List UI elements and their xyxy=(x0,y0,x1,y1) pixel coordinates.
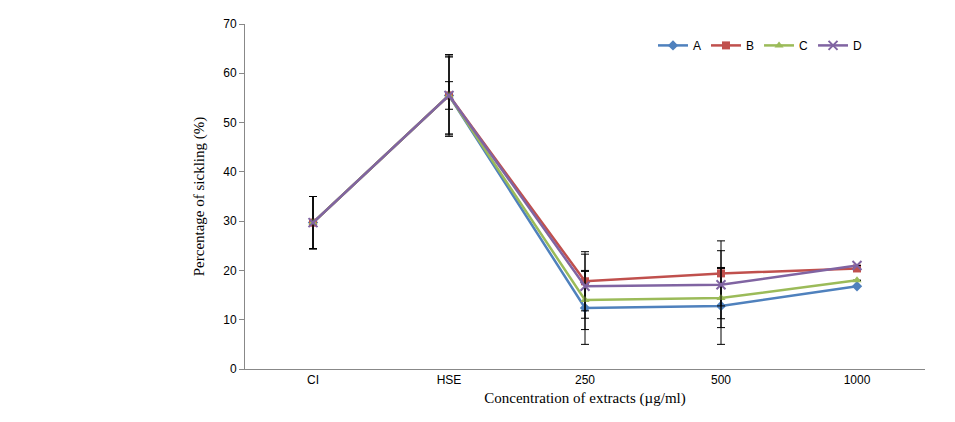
svg-text:0: 0 xyxy=(230,362,237,376)
svg-text:60: 60 xyxy=(223,66,237,80)
svg-text:A: A xyxy=(693,39,701,53)
svg-text:20: 20 xyxy=(223,264,237,278)
svg-text:250: 250 xyxy=(575,373,595,387)
svg-text:C: C xyxy=(799,39,808,53)
svg-text:Percentage of sickling (%): Percentage of sickling (%) xyxy=(191,117,208,277)
svg-text:30: 30 xyxy=(223,214,237,228)
svg-text:1000: 1000 xyxy=(844,373,871,387)
svg-text:10: 10 xyxy=(223,313,237,327)
svg-text:D: D xyxy=(853,39,862,53)
svg-text:HSE: HSE xyxy=(437,373,462,387)
svg-text:50: 50 xyxy=(223,116,237,130)
svg-text:B: B xyxy=(746,39,754,53)
svg-text:500: 500 xyxy=(711,373,731,387)
svg-text:70: 70 xyxy=(223,17,237,31)
svg-text:Concentration of extracts (µg/: Concentration of extracts (µg/ml) xyxy=(484,390,686,407)
svg-text:CI: CI xyxy=(307,373,319,387)
svg-text:40: 40 xyxy=(223,165,237,179)
